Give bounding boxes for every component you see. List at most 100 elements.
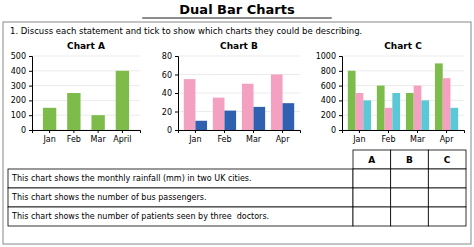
tick-label: 40 (162, 89, 172, 98)
tick: 800 (321, 67, 342, 76)
tick-label: Feb (217, 135, 231, 144)
bar (443, 78, 451, 130)
tick-label: 400 (11, 67, 26, 76)
axis-line (343, 131, 465, 134)
series (363, 93, 458, 130)
bar (406, 93, 414, 130)
tick-box (353, 207, 391, 226)
tick-mark (359, 130, 360, 133)
grid-line (342, 70, 464, 71)
tick: 1000 (316, 52, 342, 61)
tick-label: 0 (167, 126, 172, 135)
bar (91, 115, 104, 130)
tick: 0 (331, 126, 342, 135)
tick-label: 20 (162, 108, 172, 117)
table-row-text: This chart shows the number of bus passe… (11, 193, 206, 202)
chart: 020406080JanFebMarAprChart B (162, 41, 301, 144)
table-cell (8, 207, 353, 226)
table-cell (391, 150, 429, 169)
bar (435, 63, 443, 130)
tick: Feb (67, 130, 81, 144)
tick: Apr (440, 130, 455, 144)
tick: Mar (246, 130, 262, 144)
tick: 600 (321, 82, 342, 91)
axis-line (29, 57, 33, 131)
bar (377, 86, 385, 130)
tick-label: Jan (42, 135, 55, 144)
tick: Jan (352, 130, 365, 144)
tick-box (391, 188, 429, 207)
tick-box (353, 188, 391, 207)
bar (184, 79, 196, 130)
tick-mark (253, 130, 254, 133)
tick: Feb (381, 130, 395, 144)
tick-box (428, 169, 466, 188)
tick-mark (29, 130, 32, 131)
tick: Feb (217, 130, 231, 144)
bar (224, 111, 236, 130)
tick-mark (339, 100, 342, 101)
y-axis: 020406080 (162, 52, 179, 135)
tick-mark (195, 130, 196, 133)
tick: 200 (11, 96, 32, 105)
tick-mark (29, 115, 32, 116)
tick-mark (339, 86, 342, 87)
grid-line (342, 56, 464, 57)
bars (348, 63, 458, 130)
table-row-text: This chart shows the number of patients … (11, 212, 269, 221)
tick-mark (49, 130, 50, 133)
tick-label: 0 (331, 126, 336, 135)
bar (450, 108, 458, 130)
tick-mark (29, 71, 32, 72)
tick-mark (388, 130, 389, 133)
axis-line (339, 57, 343, 131)
tick: Jan (42, 130, 55, 144)
tick: Apr (276, 130, 291, 144)
tick-mark (224, 130, 225, 133)
tick: 0 (167, 126, 178, 135)
tick: 60 (162, 71, 178, 80)
tick: Mar (91, 130, 107, 144)
tick-mark (282, 130, 283, 133)
tick-label: 60 (162, 71, 172, 80)
tick-label: Apr (276, 135, 291, 144)
tick-mark (122, 130, 123, 133)
tick-label: 800 (321, 67, 336, 76)
tick: 20 (162, 108, 178, 117)
bar (392, 93, 400, 130)
bars (184, 75, 294, 131)
tick-label: 1000 (316, 52, 336, 61)
tick: Jan (188, 130, 201, 144)
chart: 02004006008001000JanFebMarAprChart C (316, 41, 465, 144)
tick-label: 600 (321, 82, 336, 91)
x-axis: Jan Feb Mar Apr (179, 130, 301, 144)
axis-line (175, 57, 179, 131)
bar (67, 93, 80, 130)
bar (414, 86, 422, 130)
tick: 400 (321, 96, 342, 105)
bar (116, 71, 129, 130)
tick-label: 200 (11, 96, 26, 105)
grid-line (178, 56, 300, 57)
bar (283, 103, 295, 130)
tick-mark (175, 56, 178, 57)
tick-mark (175, 112, 178, 113)
y-axis: 02004006008001000 (316, 52, 343, 135)
bar (363, 100, 371, 130)
series (356, 78, 451, 130)
table-header: B (406, 155, 413, 165)
tick: 0 (21, 126, 32, 135)
chart-title: Chart A (67, 41, 105, 51)
table-cell (353, 150, 391, 169)
table-header: A (368, 155, 375, 165)
table-cell (8, 188, 353, 207)
bar (385, 108, 393, 130)
chart-title: Chart C (384, 41, 422, 51)
grid (32, 56, 140, 130)
bar (213, 98, 225, 130)
tick-box (428, 207, 466, 226)
tick-mark (29, 100, 32, 101)
tick-mark (339, 130, 342, 131)
title: Dual Bar Charts (179, 2, 295, 17)
tick-label: Feb (381, 135, 395, 144)
